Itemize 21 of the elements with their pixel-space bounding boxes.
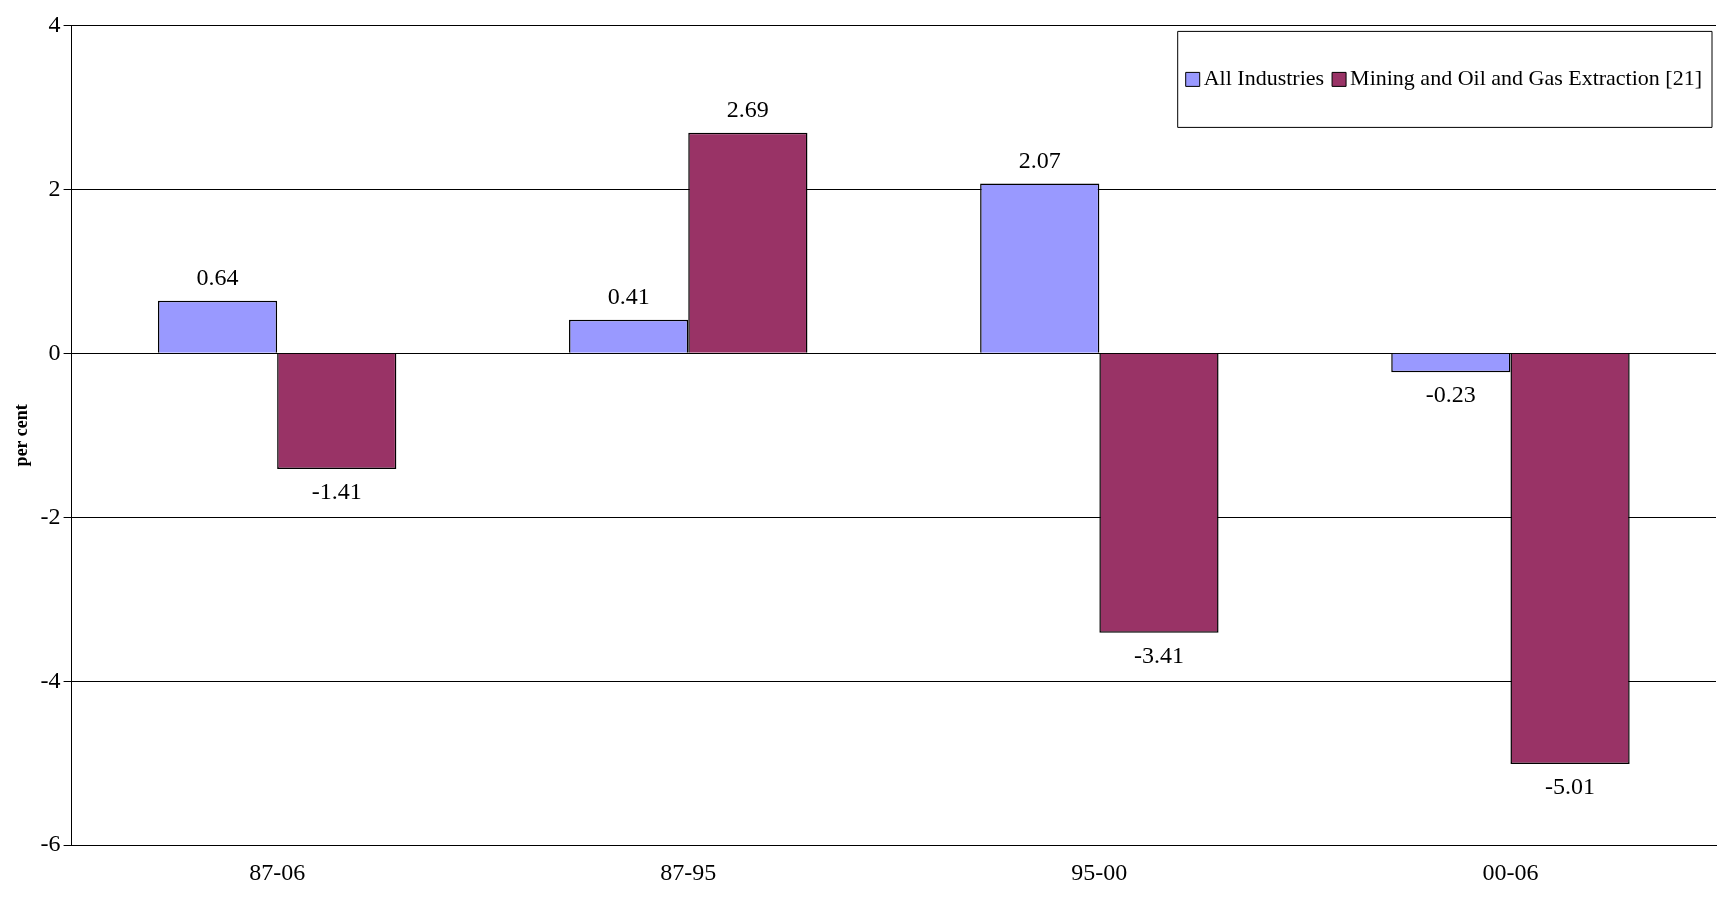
legend-label: Mining and Oil and Gas Extraction [21]	[1350, 65, 1703, 91]
y-tick-label: 4	[48, 10, 61, 37]
x-tick-label: 87-06	[249, 858, 306, 885]
y-tick-label: -4	[40, 666, 61, 693]
y-tick-label: -6	[40, 830, 61, 857]
data-label: -3.41	[1133, 642, 1184, 669]
y-tick-label: 0	[48, 338, 61, 365]
data-label: -5.01	[1545, 773, 1596, 800]
x-tick-label: 95-00	[1071, 858, 1128, 885]
x-tick-label: 87-95	[660, 858, 717, 885]
y-axis-title: per cent	[11, 404, 32, 467]
data-label: -1.41	[311, 478, 362, 505]
data-label: 0.64	[196, 264, 239, 291]
data-label: 0.41	[607, 283, 650, 310]
data-label: 2.69	[726, 96, 769, 123]
x-tick-label: 00-06	[1482, 858, 1539, 885]
y-tick-label: 2	[48, 174, 61, 201]
data-label: -0.23	[1425, 381, 1476, 408]
legend-label: All Industries	[1203, 65, 1325, 91]
data-label: 2.07	[1018, 146, 1061, 173]
y-tick-label: -2	[40, 502, 61, 529]
